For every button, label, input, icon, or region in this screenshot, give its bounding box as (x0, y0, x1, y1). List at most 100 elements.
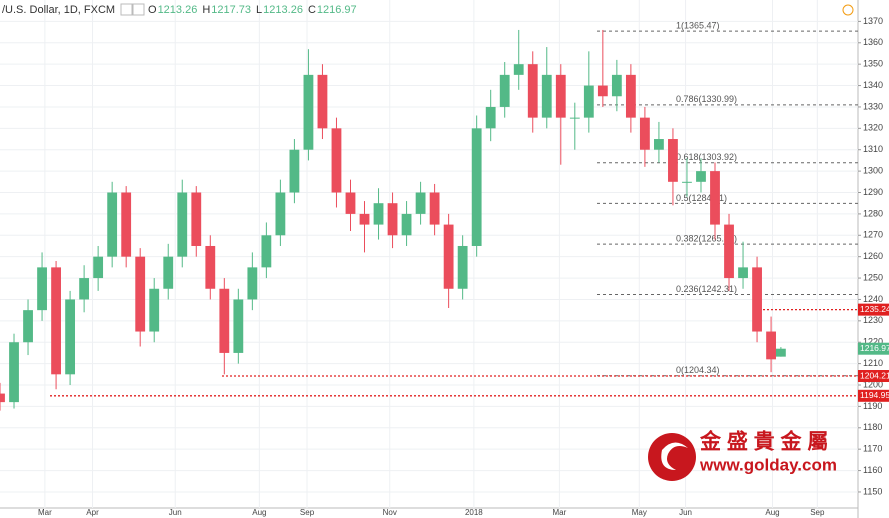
fib-label: 1(1365.47) (676, 20, 720, 30)
x-tick-label: May (632, 508, 647, 517)
candle-body (415, 192, 426, 214)
candle-body (513, 64, 524, 75)
ohlc-label: O (148, 4, 157, 16)
y-tick-label: 1340 (863, 80, 883, 90)
price-tag-bg (858, 342, 889, 355)
y-tick-label: 1360 (863, 37, 883, 47)
y-tick-label: 1330 (863, 101, 883, 111)
candle-body (597, 85, 608, 97)
level-tag-bg (858, 389, 889, 402)
candle-body (149, 288, 160, 332)
candle-body (583, 85, 594, 118)
candle-body (387, 203, 398, 236)
candle-body (23, 310, 33, 343)
y-tick-label: 1370 (863, 16, 883, 26)
x-tick-label: Sep (300, 508, 315, 517)
y-tick-label: 1260 (863, 251, 883, 261)
x-tick-label: Jun (169, 508, 182, 517)
candle-body (738, 267, 748, 279)
candle-body (345, 192, 356, 214)
fib-label: 0.236(1242.31) (676, 284, 737, 294)
candle-body (79, 278, 90, 300)
fib-label: 0(1204.34) (676, 365, 720, 375)
candle-body (696, 171, 706, 182)
y-tick-label: 1280 (863, 208, 883, 218)
candle-body (527, 64, 538, 118)
x-tick-label: Apr (86, 508, 99, 517)
candle-body (37, 267, 47, 311)
price-tag: 1216.97 (860, 343, 889, 353)
fib-label: 0.5(1284.91) (676, 193, 727, 203)
y-tick-label: 1220 (863, 337, 883, 347)
candle-body (359, 213, 370, 225)
y-tick-label: 1310 (863, 144, 883, 154)
candle-body (710, 171, 720, 225)
alert-icon[interactable] (842, 4, 854, 16)
candle-body (775, 348, 786, 357)
candle-body (247, 267, 258, 300)
candle-body (191, 192, 202, 246)
candle-body (289, 149, 300, 193)
level-tag-bg (858, 303, 889, 316)
candle-body (233, 299, 244, 353)
candle-body (499, 74, 510, 107)
candle-body (555, 74, 566, 118)
settings-icon[interactable] (120, 3, 133, 16)
ohlc-value: 1213.26 (158, 4, 198, 16)
candle-body (429, 192, 440, 225)
y-tick-label: 1230 (863, 315, 883, 325)
fib-label: 0.786(1330.99) (676, 94, 737, 104)
ohlc-value: 1216.97 (317, 4, 357, 16)
candle-body (65, 299, 76, 375)
candle-body (373, 203, 384, 225)
x-tick-label: Sep (810, 508, 825, 517)
candle-body (9, 342, 19, 403)
fib-label: 0.382(1265.89) (676, 233, 737, 243)
ohlc-value: 1217.73 (211, 4, 251, 16)
y-tick-label: 1190 (863, 401, 882, 411)
candle-body (303, 74, 314, 150)
y-tick-label: 1160 (863, 465, 882, 475)
x-tick-label: Nov (383, 508, 397, 517)
close-icon[interactable] (132, 3, 145, 16)
level-tag-bg (858, 370, 889, 383)
logo-name: 金 盛 貴 金 屬 (699, 430, 828, 454)
y-tick-label: 1150 (863, 486, 882, 496)
ohlc-label: L (256, 4, 262, 16)
logo: 金 盛 貴 金 屬 www.golday.com (648, 430, 837, 481)
candle-body (177, 192, 188, 257)
candle-body (724, 224, 734, 279)
candle-body (331, 128, 342, 193)
y-tick-label: 1240 (863, 294, 883, 304)
header: /U.S. Dollar, 1D, FXCM O 1213.26 H 1217.73 L… (2, 3, 357, 16)
candle-body (51, 267, 61, 375)
candle-body (752, 267, 762, 332)
candle-body (471, 128, 482, 246)
x-tick-label: Aug (765, 508, 779, 517)
logo-url: www.golday.com (699, 455, 837, 474)
logo-mark (648, 433, 696, 481)
candle-body (121, 192, 132, 257)
candle-body (485, 106, 496, 129)
x-tick-label: Mar (38, 508, 52, 517)
y-tick-label: 1350 (863, 59, 883, 69)
candle-body (261, 235, 272, 268)
fib-label: 0.618(1303.92) (676, 152, 737, 162)
y-tick-label: 1250 (863, 272, 883, 282)
candle-body (611, 74, 622, 97)
y-tick-label: 1200 (863, 379, 883, 389)
candle-body (654, 139, 664, 150)
x-tick-label: Jun (679, 508, 692, 517)
candle-body (0, 393, 5, 403)
symbol: /U.S. Dollar, 1D, FXCM (2, 4, 115, 16)
y-tick-label: 1320 (863, 123, 883, 133)
logo-swoosh (661, 442, 688, 470)
candle-body (569, 117, 580, 119)
level-tag: 1235.24 (860, 304, 889, 314)
ohlc-label: H (202, 4, 210, 16)
candle-body (541, 74, 552, 118)
candle-body (639, 117, 650, 150)
candle-body (219, 288, 230, 353)
ohlc-label: C (308, 4, 316, 16)
